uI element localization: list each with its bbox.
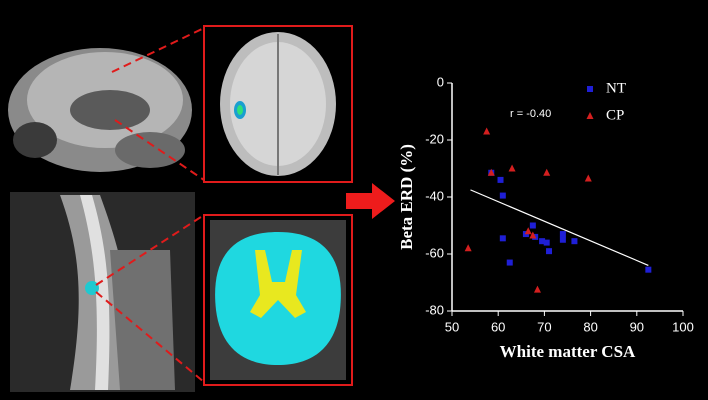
marker-triangle [464,244,472,252]
legend-label: CP [606,107,624,123]
marker-square [571,238,578,245]
marker-square [543,239,550,246]
marker-square [499,235,506,242]
x-tick-label: 80 [583,319,597,334]
x-tick-label: 50 [445,319,459,334]
marker-square [559,231,566,238]
legend-marker [586,112,594,119]
marker-square [559,236,566,243]
cord-image [210,220,346,380]
marker-triangle [543,168,551,176]
annotation: r = -0.40 [510,108,551,120]
marker-triangle [584,174,592,182]
x-tick-label: 70 [537,319,551,334]
marker-triangle [529,231,537,239]
marker-square [645,266,652,273]
marker-square [497,176,504,183]
marker-square [529,222,536,229]
y-tick-label: -60 [425,245,444,260]
arrow [346,183,395,219]
legend-label: NT [606,80,626,96]
marker-square [546,248,553,255]
y-tick-label: -80 [425,302,444,317]
marker-triangle [487,168,495,176]
x-tick-label: 90 [630,319,644,334]
y-tick-label: 0 [437,74,444,89]
y-tick-label: -40 [425,188,444,203]
marker-triangle [508,164,516,172]
legend-marker [587,86,593,92]
marker-triangle [524,227,532,235]
marker-square [499,192,506,199]
fit-line [470,189,649,266]
y-tick-label: -20 [425,131,444,146]
y-axis-label: Beta ERD (%) [397,144,416,250]
connectors [95,27,205,383]
marker-square [506,259,513,266]
sagittal-spine-image [10,192,195,392]
axial-brain-image [220,32,336,176]
marker-triangle [533,285,541,293]
x-tick-label: 100 [672,319,694,334]
marker-triangle [483,127,491,135]
x-axis-label: White matter CSA [500,342,636,361]
x-tick-label: 60 [491,319,505,334]
sagittal-brain-image [8,48,192,172]
marker-square [539,238,546,245]
